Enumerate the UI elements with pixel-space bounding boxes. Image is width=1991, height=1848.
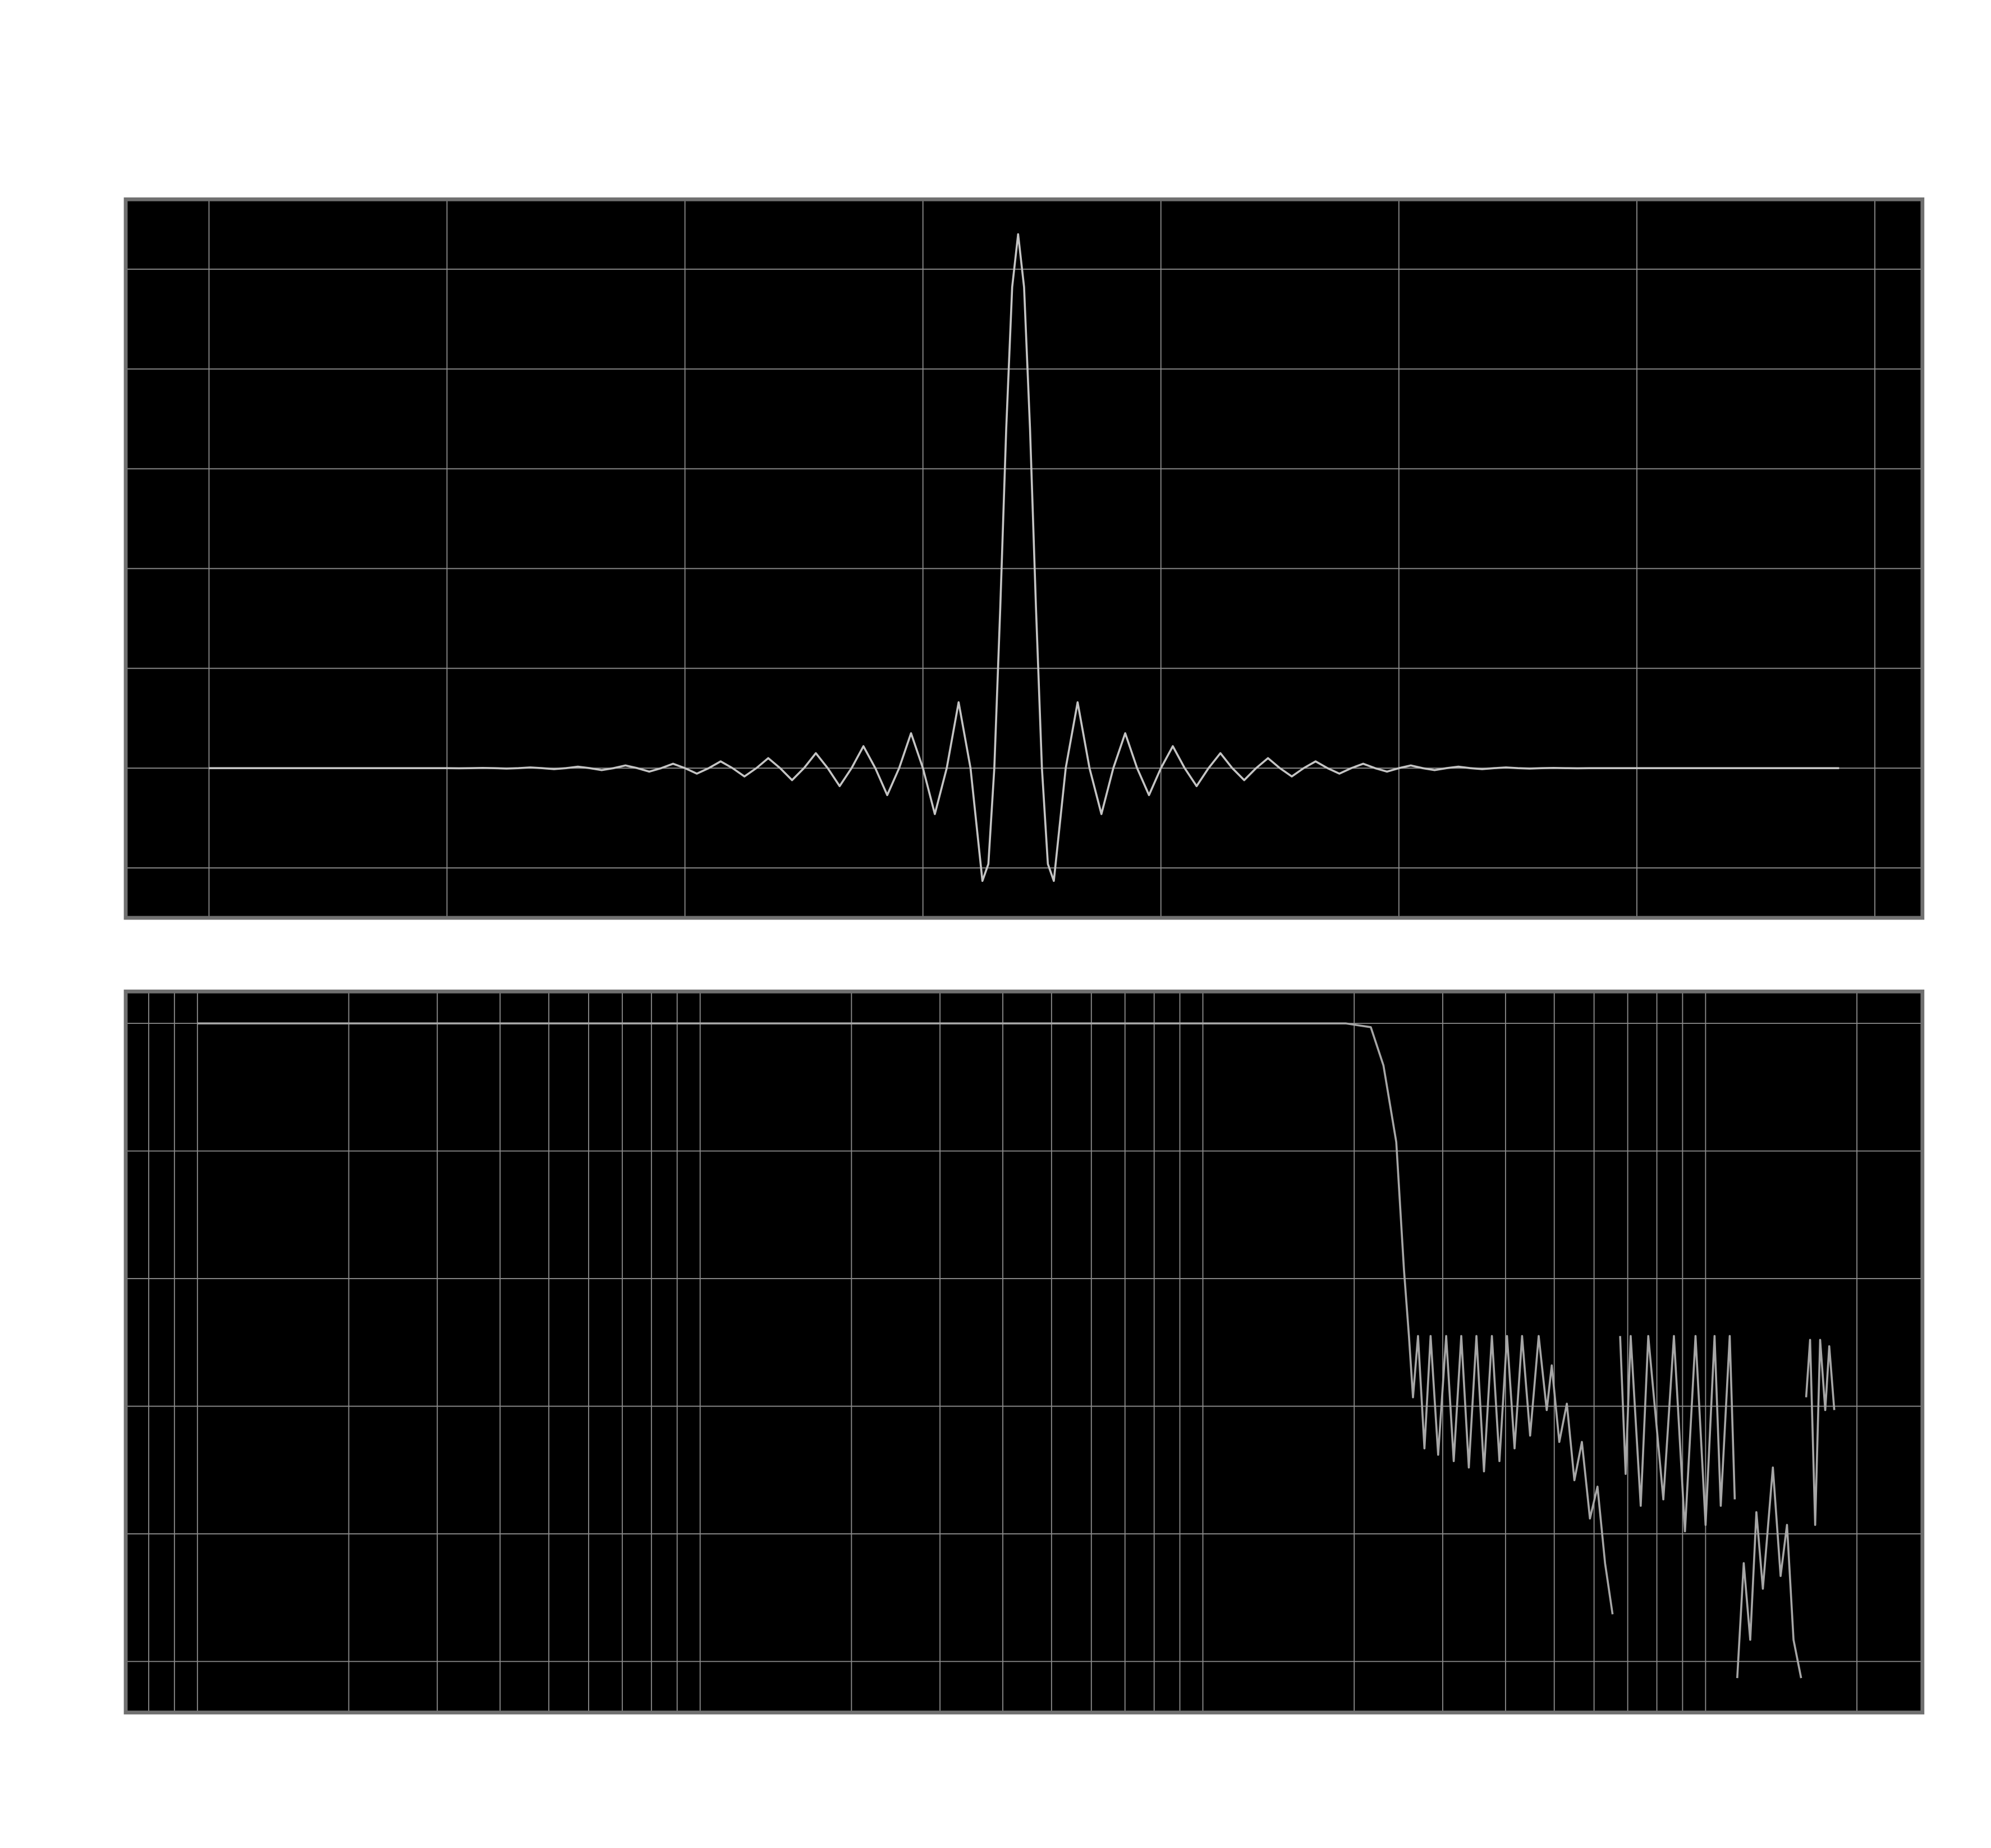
- signal-line: [197, 1022, 1836, 1679]
- plot-background: [126, 199, 1923, 918]
- plot-frame: [123, 197, 1925, 920]
- signal-line: [209, 233, 1839, 882]
- plot-background: [126, 991, 1923, 1713]
- plot-frame: [123, 989, 1925, 1714]
